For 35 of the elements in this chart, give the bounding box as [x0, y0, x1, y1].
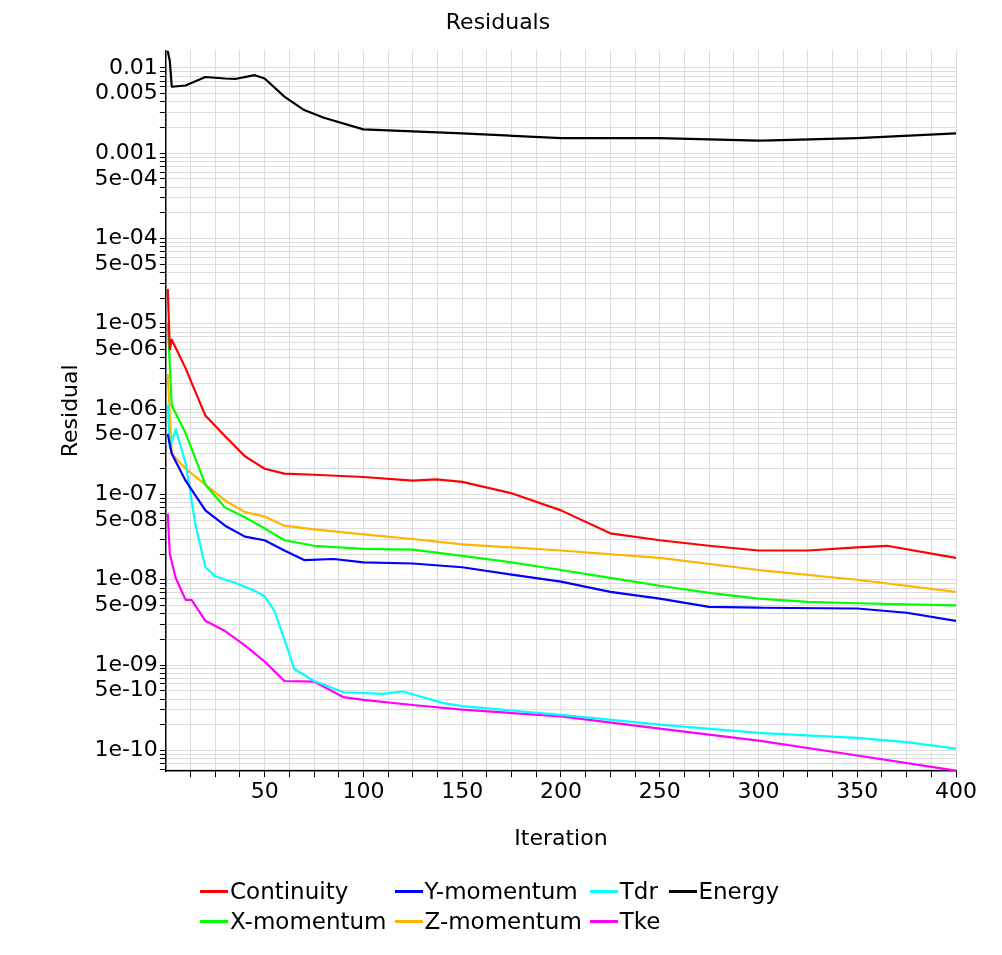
x-tick-label: 100: [342, 778, 385, 804]
y-tick-label: 5e-08: [94, 505, 158, 531]
y-tick-label: 5e-09: [94, 591, 158, 617]
legend-label: Y-momentum: [424, 878, 578, 904]
y-tick-label: 1e-10: [94, 736, 158, 762]
legend-label: Tke: [619, 908, 661, 934]
y-tick-label: 0.005: [94, 79, 158, 105]
legend-label: Tdr: [619, 878, 658, 904]
x-axis-title: Iteration: [514, 824, 608, 850]
y-tick-label: 5e-10: [94, 676, 158, 702]
y-tick-label: 1e-05: [94, 309, 158, 335]
y-tick-label: 1e-08: [94, 565, 158, 591]
legend-label: Energy: [698, 878, 780, 904]
y-tick-label: 0.001: [94, 138, 158, 164]
x-tick-label: 250: [638, 778, 681, 804]
y-axis-title: Residual: [56, 364, 82, 458]
chart-title: Residuals: [445, 8, 551, 34]
x-tick-label: 400: [935, 778, 977, 804]
legend-label: Z-momentum: [424, 908, 582, 934]
y-tick-label: 1e-07: [94, 480, 158, 506]
y-tick-label: 5e-04: [94, 164, 158, 190]
x-tick-label: 50: [250, 778, 279, 804]
y-tick-label: 5e-05: [94, 249, 158, 275]
x-tick-label: 200: [539, 778, 582, 804]
legend-label: X-momentum: [230, 908, 387, 934]
y-tick-label: 0.01: [108, 53, 158, 79]
x-tick-label: 150: [441, 778, 484, 804]
y-tick-label: 1e-06: [94, 394, 158, 420]
y-tick-label: 5e-07: [94, 420, 158, 446]
y-tick-label: 1e-04: [94, 224, 158, 250]
x-tick-label: 300: [737, 778, 780, 804]
y-tick-label: 1e-09: [94, 650, 158, 676]
x-tick-label: 350: [836, 778, 879, 804]
legend-label: Continuity: [230, 878, 349, 904]
y-tick-label: 5e-06: [94, 335, 158, 361]
